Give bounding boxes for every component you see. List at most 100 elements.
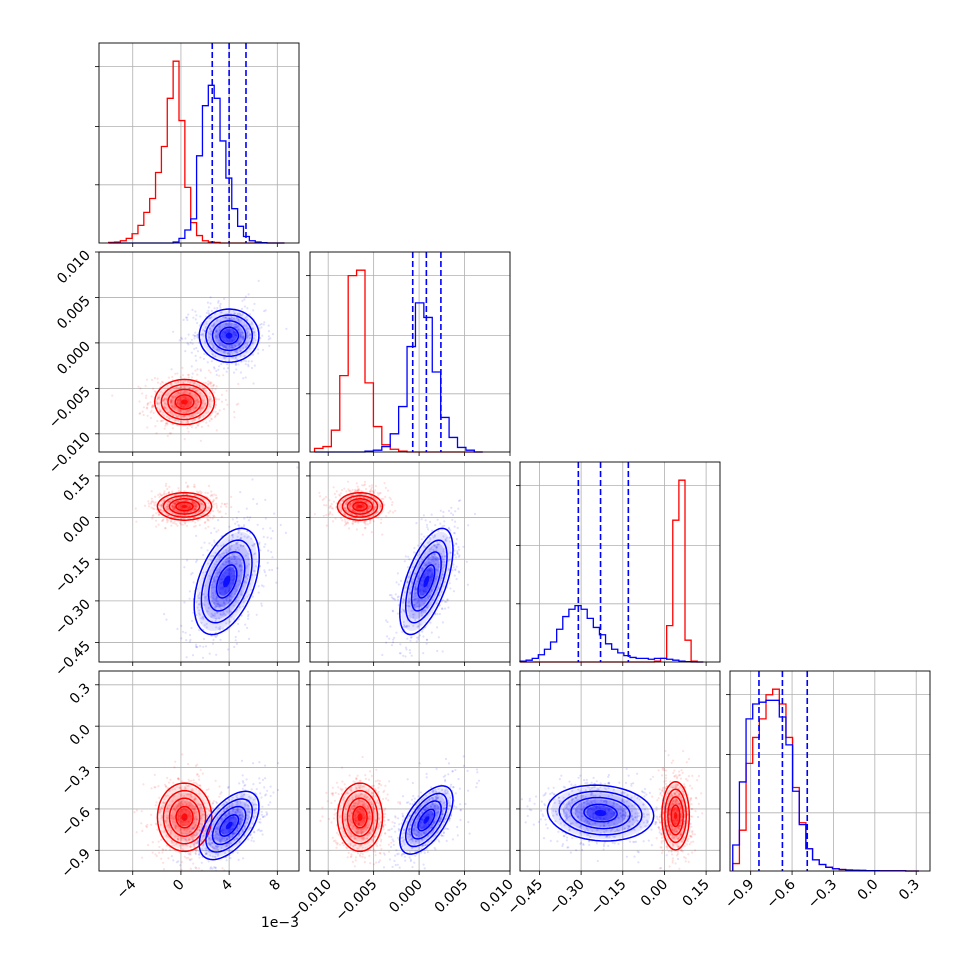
axes-frame [309,251,511,453]
red-contour [175,501,194,512]
y-tick-label: −0.30 [52,596,94,638]
x-tick-label: 0.000 [386,877,426,917]
red-contour [168,797,201,837]
x-tick-label: 0 [170,877,188,895]
x-offset-label: 1e−3 [261,915,299,931]
joint-content [520,749,704,870]
blue-contour [198,790,260,861]
blue-contour [215,564,238,599]
blue-histogram [732,699,919,872]
blue-scatter [170,279,288,385]
x-tick-label: −0.30 [546,877,588,919]
joint-panel-0-1 [95,251,300,456]
joint-content [111,279,288,442]
axes-frame [98,461,300,663]
blue-contour [399,527,454,636]
y-tick-label: 0.3 [67,680,94,707]
blue-contour [211,320,247,352]
blue-contour [219,814,240,837]
y-tick-label: −0.6 [58,804,93,839]
axes-frame [309,461,511,663]
blue-contour [558,790,643,836]
blue-contour [583,803,618,823]
red-histogram [520,479,704,663]
x-tick-label: −0.6 [764,876,799,911]
x-tick-label: 0.3 [896,877,923,904]
axes-frame [309,670,511,872]
joint-content [134,466,299,662]
joint-panel-2-3 [516,670,721,875]
red-contour [667,796,684,836]
blue-contour [211,805,247,846]
red-contour [346,797,374,837]
blue-density-fill [423,575,430,588]
blue-histogram [519,604,704,663]
red-density-fill [181,399,188,405]
x-tick-label: 4 [218,876,236,894]
red-density-fill [674,812,678,820]
blue-contour [404,539,448,624]
red-contour [175,805,194,829]
x-tick-label: −4 [114,876,140,902]
blue-contour [193,527,260,636]
blue-density-fill [225,332,233,339]
blue-contour [399,785,454,855]
marginal-panel-0 [95,42,300,247]
blue-contour [570,796,631,830]
x-tick-label: 0.00 [638,877,671,910]
blue-density-fill [423,816,430,824]
blue-contour [219,326,240,345]
y-tick-label: 0.0 [67,722,94,749]
red-contour [162,495,207,518]
joint-panel-0-2 [95,461,300,666]
y-tick-label: 0.005 [54,293,94,333]
axes-frame [519,461,721,663]
marginal-panel-3 [726,670,931,875]
y-tick-label: −0.15 [52,555,94,597]
y-tick-label: −0.45 [52,638,94,680]
joint-panel-0-3 [95,670,300,875]
blue-histogram [108,84,285,244]
y-tick-label: 0.15 [60,471,93,504]
y-tick-label: 0.00 [60,513,93,546]
red-contour [162,789,207,845]
x-tick-label: 0.15 [680,877,713,910]
red-contour [670,804,681,828]
x-tick-label: 8 [267,877,285,895]
red-contour [336,782,384,853]
red-contour [156,782,213,853]
y-tick-label: −0.005 [46,384,94,432]
y-tick-label: −0.010 [46,429,94,477]
red-contour [352,501,368,512]
blue-contour [205,314,254,358]
red-contour [156,491,213,521]
x-tick-label: −0.15 [588,877,630,919]
blue-contour [198,308,260,363]
axes-frame [98,42,300,244]
blue-contour [207,551,246,612]
joint-panel-1-2 [306,461,511,666]
y-tick-label: 0.010 [54,248,94,288]
axes-frame [98,670,300,872]
blue-density-fill [594,810,607,817]
joint-content [133,753,280,871]
red-contour [336,491,384,521]
x-tick-label: −0.9 [722,877,757,912]
joint-content [313,480,477,658]
blue-contour [410,551,442,612]
red-density-fill [181,504,188,508]
red-contour [341,789,379,845]
red-contour [346,498,374,515]
x-tick-label: 0.005 [432,877,472,917]
x-tick-label: −0.005 [333,877,381,925]
red-contour [168,498,201,515]
marginal-panel-2 [516,461,721,666]
blue-contour [546,784,655,842]
y-tick-label: −0.9 [58,846,93,881]
red-contour [160,383,209,421]
blue-contour [417,808,436,832]
red-contour [661,780,691,851]
blue-density-fill [223,575,231,588]
blue-contour [404,792,448,848]
